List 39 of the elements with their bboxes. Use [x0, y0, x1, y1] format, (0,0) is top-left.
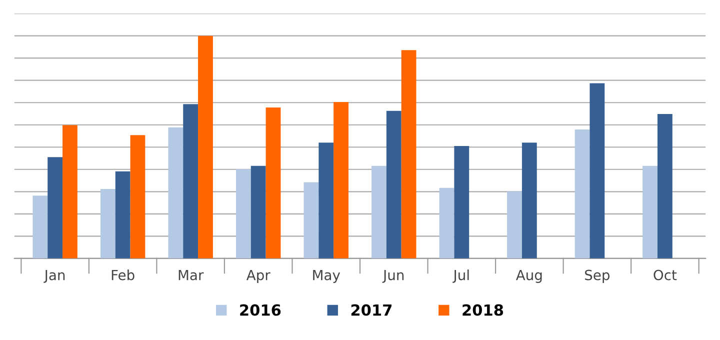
bar	[574, 130, 590, 258]
bar	[590, 83, 605, 258]
bar	[266, 108, 281, 258]
bar	[657, 114, 672, 258]
bar	[386, 110, 402, 258]
bar	[168, 127, 184, 258]
bar	[522, 142, 537, 258]
bar	[115, 171, 130, 258]
x-tick-label: Jan	[44, 270, 65, 283]
bar	[642, 166, 658, 258]
bar	[372, 166, 386, 258]
x-tick-label: May	[313, 270, 340, 283]
bar	[304, 182, 319, 258]
x-tick-label: Jun	[382, 270, 404, 283]
legend-label: 2016	[240, 304, 281, 316]
bar	[236, 169, 251, 258]
bar	[507, 191, 522, 258]
x-tick-label: Jul	[452, 270, 469, 283]
bar	[334, 102, 348, 258]
bar	[439, 188, 454, 258]
x-tick-label: Aug	[516, 270, 542, 283]
bar	[401, 50, 416, 258]
bar	[32, 196, 48, 258]
bar	[183, 104, 198, 258]
bar	[318, 142, 334, 258]
legend-label: 2018	[462, 304, 504, 316]
x-tick-label: Sep	[585, 270, 610, 283]
x-tick-label: Mar	[178, 270, 204, 280]
bar	[198, 36, 213, 258]
bar	[48, 157, 63, 258]
bar	[130, 135, 146, 258]
bar	[250, 166, 266, 258]
legend-label: 2017	[351, 304, 392, 316]
x-tick-label: Oct	[654, 270, 677, 280]
bar	[100, 188, 116, 258]
bar	[454, 146, 470, 258]
x-tick-label: Feb	[112, 270, 134, 280]
bar	[62, 125, 78, 258]
x-tick-label: Apr	[246, 270, 270, 283]
